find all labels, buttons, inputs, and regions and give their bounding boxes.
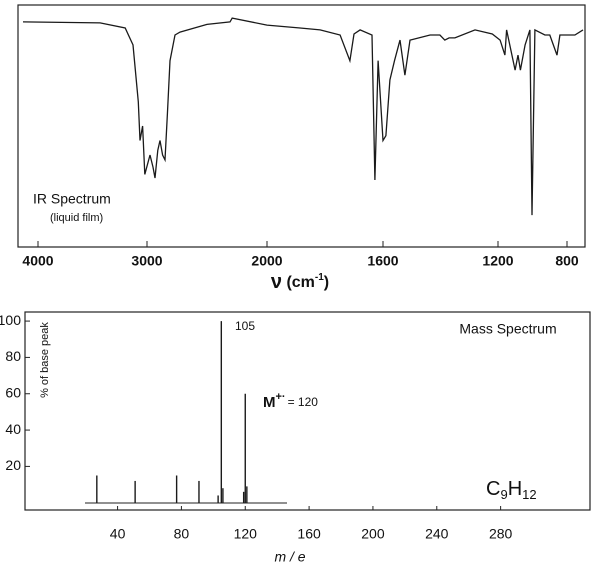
x-tick-label: 160: [297, 526, 321, 542]
x-tick-label: 1600: [367, 253, 398, 269]
x-tick-label: 120: [234, 526, 258, 542]
x-tick-label: 4000: [22, 253, 53, 269]
y-tick-label: 80: [5, 348, 21, 364]
ms-y-label: % of base peak: [39, 322, 51, 398]
annotation-molecular-ion: M+· = 120: [263, 391, 318, 411]
x-tick-label: 800: [555, 253, 579, 269]
x-tick-label: 240: [425, 526, 449, 542]
x-label-unit: (cm: [286, 274, 314, 291]
x-tick-label: 3000: [131, 253, 162, 269]
ir-title: IR Spectrum: [33, 191, 111, 207]
ir-trace: [22, 17, 584, 216]
y-tick-label: 40: [5, 421, 21, 437]
x-label-exponent: -1: [315, 272, 324, 283]
x-label-symbol: ν: [271, 271, 282, 293]
x-label-close: ): [324, 274, 329, 291]
ir-subtitle: (liquid film): [50, 212, 103, 224]
ms-frame: [24, 311, 591, 511]
ion-charge: +·: [276, 391, 286, 403]
x-tick-label: 80: [174, 526, 190, 542]
x-tick-label: 40: [110, 526, 126, 542]
y-tick-label: 100: [0, 312, 21, 328]
formula-part: C: [486, 478, 500, 500]
ion-symbol: M: [263, 394, 276, 411]
ion-mass: = 120: [288, 395, 319, 409]
x-tick-label: 2000: [251, 253, 282, 269]
formula: C9H12: [486, 478, 537, 502]
ms-title: Mass Spectrum: [459, 321, 556, 337]
ir-frame: [17, 4, 586, 248]
x-tick-label: 1200: [482, 253, 513, 269]
y-tick-label: 60: [5, 384, 21, 400]
annotation-base-peak: 105: [235, 319, 255, 333]
ms-x-label: m / e: [274, 549, 305, 565]
x-tick-label: 280: [489, 526, 513, 542]
formula-part: H: [508, 478, 522, 500]
formula-part: 9: [500, 487, 507, 502]
formula-part: 12: [522, 487, 536, 502]
ir-x-label: ν (cm-1): [271, 271, 329, 293]
y-tick-label: 20: [5, 457, 21, 473]
x-tick-label: 200: [361, 526, 385, 542]
